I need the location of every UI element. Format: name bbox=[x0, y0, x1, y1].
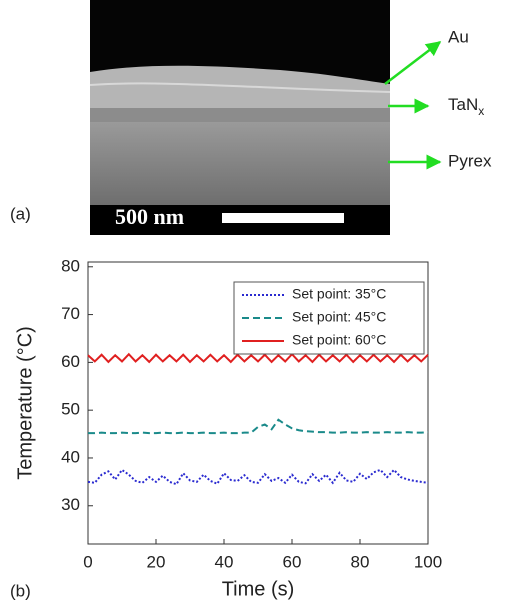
y-tick-label: 50 bbox=[61, 400, 80, 419]
panel-label: (b) bbox=[10, 581, 31, 600]
data-line bbox=[88, 354, 428, 362]
legend-label: Set point: 45°C bbox=[292, 309, 386, 325]
data-line bbox=[88, 470, 428, 484]
layer-label: Au bbox=[448, 27, 469, 46]
panel-label: (a) bbox=[10, 204, 31, 223]
layer-label: TaNx bbox=[448, 95, 484, 118]
y-tick-label: 80 bbox=[61, 256, 80, 275]
scale-bar-label: 500 nm bbox=[115, 204, 184, 229]
layer-label: Pyrex bbox=[448, 151, 492, 170]
layer-label: TaN bbox=[448, 95, 478, 114]
legend-label: Set point: 35°C bbox=[292, 286, 386, 302]
figure: 500 nm Au TaNx Pyrex (a) (b) 30 40 50 60 70 8… bbox=[0, 0, 520, 609]
x-tick-label: 40 bbox=[215, 552, 234, 571]
sem-image: 500 nm bbox=[90, 0, 390, 235]
legend-label: Set point: 60°C bbox=[292, 332, 386, 348]
layer-subscript: x bbox=[478, 104, 484, 118]
y-tick-label: 60 bbox=[61, 352, 80, 371]
x-tick-label: 0 bbox=[83, 552, 92, 571]
x-axis-label: Time (s) bbox=[222, 578, 295, 600]
x-tick-label: 80 bbox=[351, 552, 370, 571]
x-tick-label: 20 bbox=[147, 552, 166, 571]
data-line bbox=[88, 420, 428, 433]
y-tick-label: 30 bbox=[61, 495, 80, 514]
x-tick-label: 100 bbox=[414, 552, 442, 571]
x-tick-label: 60 bbox=[283, 552, 302, 571]
y-tick-label: 40 bbox=[61, 447, 80, 466]
y-axis-label: Temperature (°C) bbox=[14, 326, 36, 480]
y-tick-label: 70 bbox=[61, 304, 80, 323]
